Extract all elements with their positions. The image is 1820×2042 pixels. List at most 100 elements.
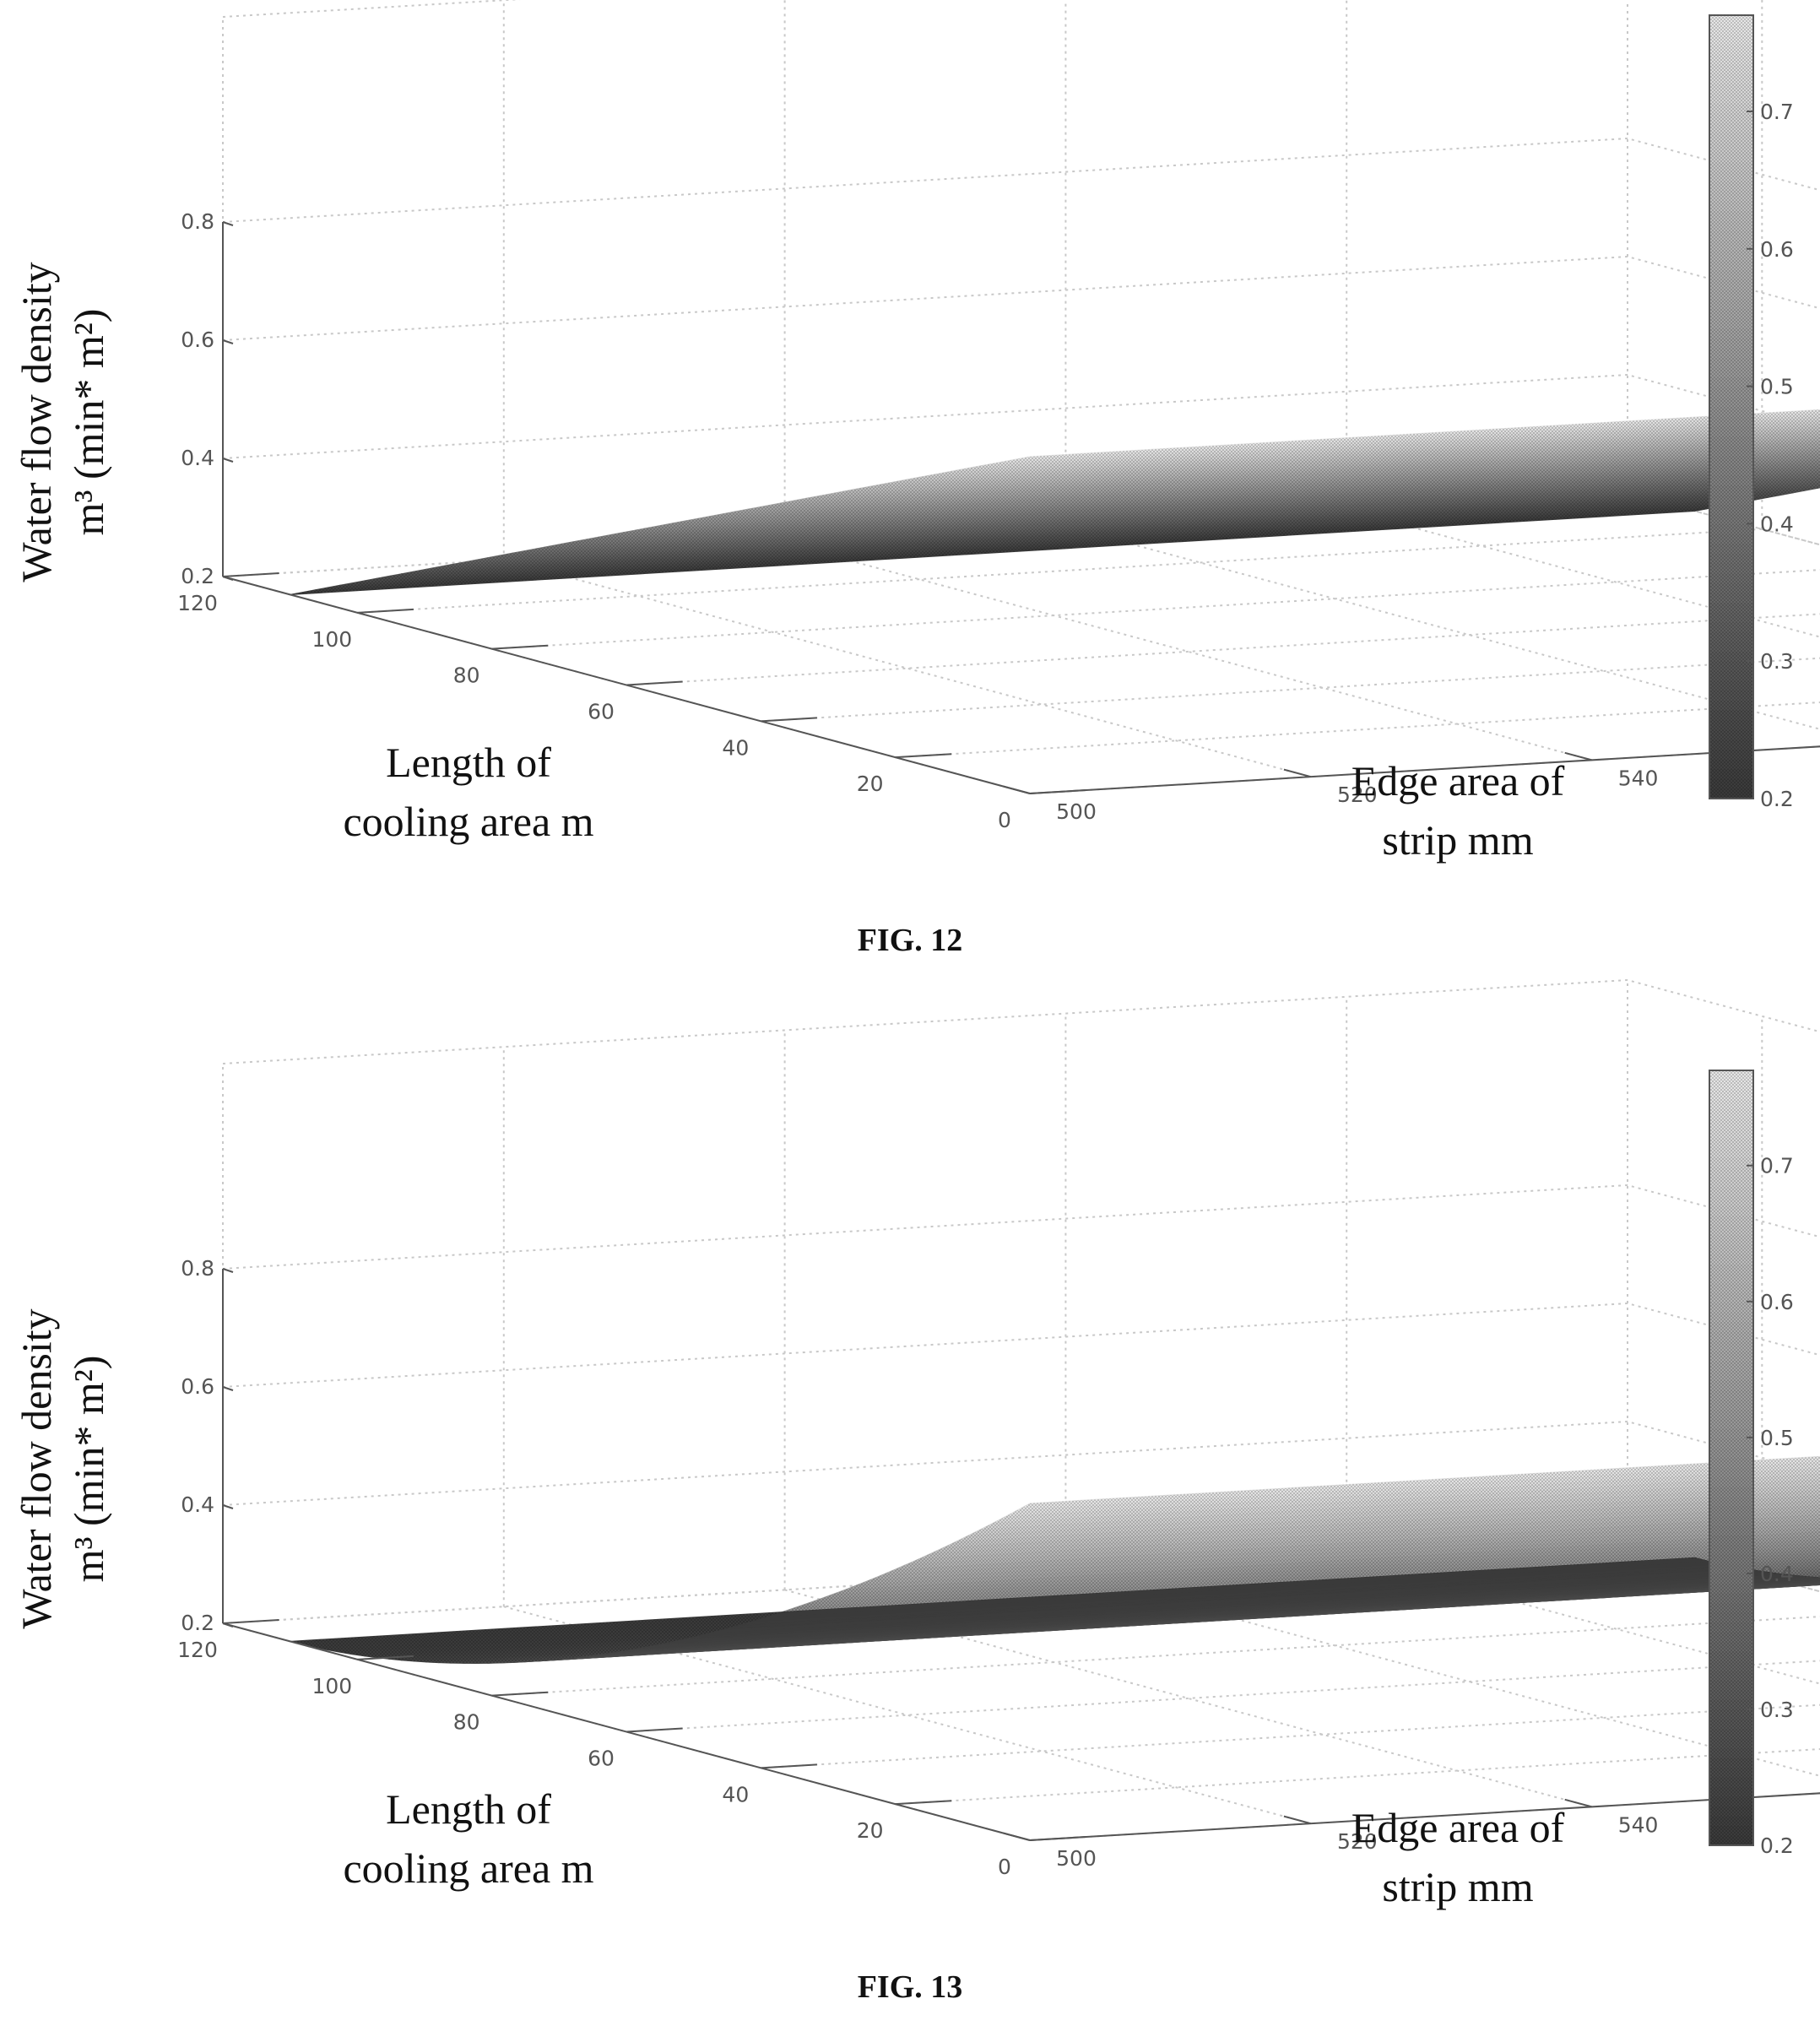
grid-line [222, 1420, 1820, 1506]
y-tick-mark [1283, 1815, 1312, 1825]
z-tick-label: 0.4 [181, 1492, 214, 1517]
colorbar: 0.7 0.6 0.5 0.4 0.3 0.2 [1709, 14, 1794, 811]
z-axis-label: Water flow density m³ (min* m²) [13, 262, 112, 582]
surface-texture [290, 409, 1820, 595]
z-axis-label-line-1: Water flow density [13, 1308, 60, 1628]
z-tick-label: 0.6 [181, 328, 214, 352]
z-tick-label: 0.4 [181, 446, 214, 470]
x-tick-label: 60 [588, 700, 615, 724]
grid-line [626, 1660, 1820, 1733]
grid-line [222, 137, 1820, 223]
x-tick-label: 60 [588, 1747, 615, 1771]
z-tick-label: 0.2 [181, 1611, 214, 1635]
x-axis-label: Length of cooling area m [343, 739, 593, 845]
x-tick-label: 20 [857, 772, 884, 796]
x-tick-mark [491, 1691, 549, 1697]
grid-line [503, 559, 1312, 778]
x-tick-label: 0 [998, 1855, 1011, 1879]
z-tick-mark [222, 1268, 234, 1273]
z-axis-label-line-2: m³ (min* m²) [65, 1356, 112, 1583]
grid-line [503, 1606, 1312, 1825]
grid-line [895, 701, 1820, 759]
grid-line [357, 528, 1763, 614]
y-tick-label: 540 [1618, 1812, 1659, 1837]
x-axis-label-line-2: cooling area m [343, 798, 593, 845]
x-axis-label-line-2: cooling area m [343, 1844, 593, 1892]
grid-line [222, 1183, 1820, 1270]
y-tick-mark [1002, 1832, 1031, 1841]
x-tick-mark [626, 680, 683, 686]
y-tick-label: 540 [1618, 766, 1659, 790]
y-tick-mark [1564, 751, 1592, 761]
grid-line [761, 1703, 1820, 1769]
chart-1: 1201008060402005005205405605806000.20.40… [13, 0, 1820, 958]
z-tick-mark [222, 221, 234, 226]
grid-line [491, 569, 1820, 650]
z-tick-label: 0.6 [181, 1374, 214, 1399]
y-tick-mark [1564, 1798, 1592, 1808]
y-axis-label-line-2: strip mm [1382, 816, 1533, 864]
x-tick-label: 20 [857, 1818, 884, 1843]
colorbar-tick-label: 0.6 [1760, 237, 1794, 262]
y-tick-mark [1283, 768, 1312, 778]
colorbar-tick-label: 0.7 [1760, 100, 1794, 124]
colorbar-texture [1709, 15, 1753, 799]
x-axis-label-line-1: Length of [386, 1785, 551, 1833]
x-axis-ticks: 120 100 80 60 40 20 0 [177, 572, 1086, 832]
x-tick-mark [491, 644, 549, 650]
x-axis-label: Length of cooling area m [343, 1785, 593, 1892]
x-tick-mark [895, 1800, 952, 1806]
y-axis-label-line-1: Edge area of [1351, 1804, 1565, 1851]
x-tick-label: 40 [722, 735, 749, 760]
x-tick-label: 100 [311, 1674, 352, 1698]
z-tick-label: 0.8 [181, 1256, 214, 1281]
colorbar-tick-label: 0.3 [1760, 1698, 1794, 1722]
x-tick-label: 120 [177, 591, 218, 615]
grid-line [491, 1616, 1820, 1697]
colorbar-tick-label: 0.4 [1760, 512, 1794, 536]
y-axis-label-line-1: Edge area of [1351, 757, 1565, 804]
chart-2: 1201008060402005005205405605806000.20.40… [13, 978, 1820, 2005]
x-tick-mark [222, 1619, 279, 1624]
figure-caption: FIG. 13 [858, 1969, 963, 2005]
x-tick-mark [761, 717, 817, 723]
y-tick-label: 520 [1337, 1829, 1378, 1854]
colorbar-tick-label: 0.5 [1760, 1426, 1794, 1450]
colorbar-tick-label: 0.4 [1760, 1562, 1794, 1586]
x-tick-label: 80 [453, 1710, 480, 1735]
y-axis-label-line-2: strip mm [1382, 1863, 1533, 1910]
x-tick-label: 40 [722, 1782, 749, 1806]
x-tick-label: 100 [311, 627, 352, 652]
surface-texture [290, 1456, 1820, 1664]
surface [290, 409, 1820, 596]
z-axis-label: Water flow density m³ (min* m²) [13, 1308, 112, 1628]
z-tick-label: 0.8 [181, 209, 214, 234]
x-tick-mark [222, 572, 279, 577]
x-tick-mark [357, 1655, 414, 1660]
colorbar: 0.7 0.6 0.5 0.4 0.3 0.2 [1709, 1070, 1794, 1858]
y-tick-label: 500 [1056, 1846, 1097, 1871]
x-tick-label: 0 [998, 808, 1011, 832]
x-axis-label-line-1: Length of [386, 739, 551, 786]
grid-line [784, 542, 1592, 761]
y-tick-label: 500 [1056, 799, 1097, 824]
z-axis-label-line-1: Water flow density [13, 262, 60, 582]
figure-caption: FIG. 12 [858, 923, 963, 958]
grid-line [222, 373, 1820, 459]
z-tick-mark [222, 576, 234, 581]
x-axis-ticks: 120 100 80 60 40 20 0 [177, 1619, 1086, 1879]
colorbar-tick-label: 0.2 [1760, 787, 1794, 811]
z-tick-mark [222, 1504, 234, 1509]
colorbar-tick-label: 0.5 [1760, 375, 1794, 399]
z-tick-mark [222, 458, 234, 463]
z-axis-ticks: 0.2 0.4 0.6 0.8 [181, 209, 234, 588]
x-tick-mark [357, 608, 414, 614]
grid-line [222, 978, 1820, 1064]
z-tick-label: 0.2 [181, 564, 214, 588]
x-tick-mark [1029, 789, 1086, 794]
y-axis-ticks: 500520540560580600 [1002, 751, 1659, 824]
y-tick-label: 520 [1337, 783, 1378, 807]
z-tick-mark [222, 1622, 234, 1628]
x-tick-mark [761, 1763, 817, 1769]
